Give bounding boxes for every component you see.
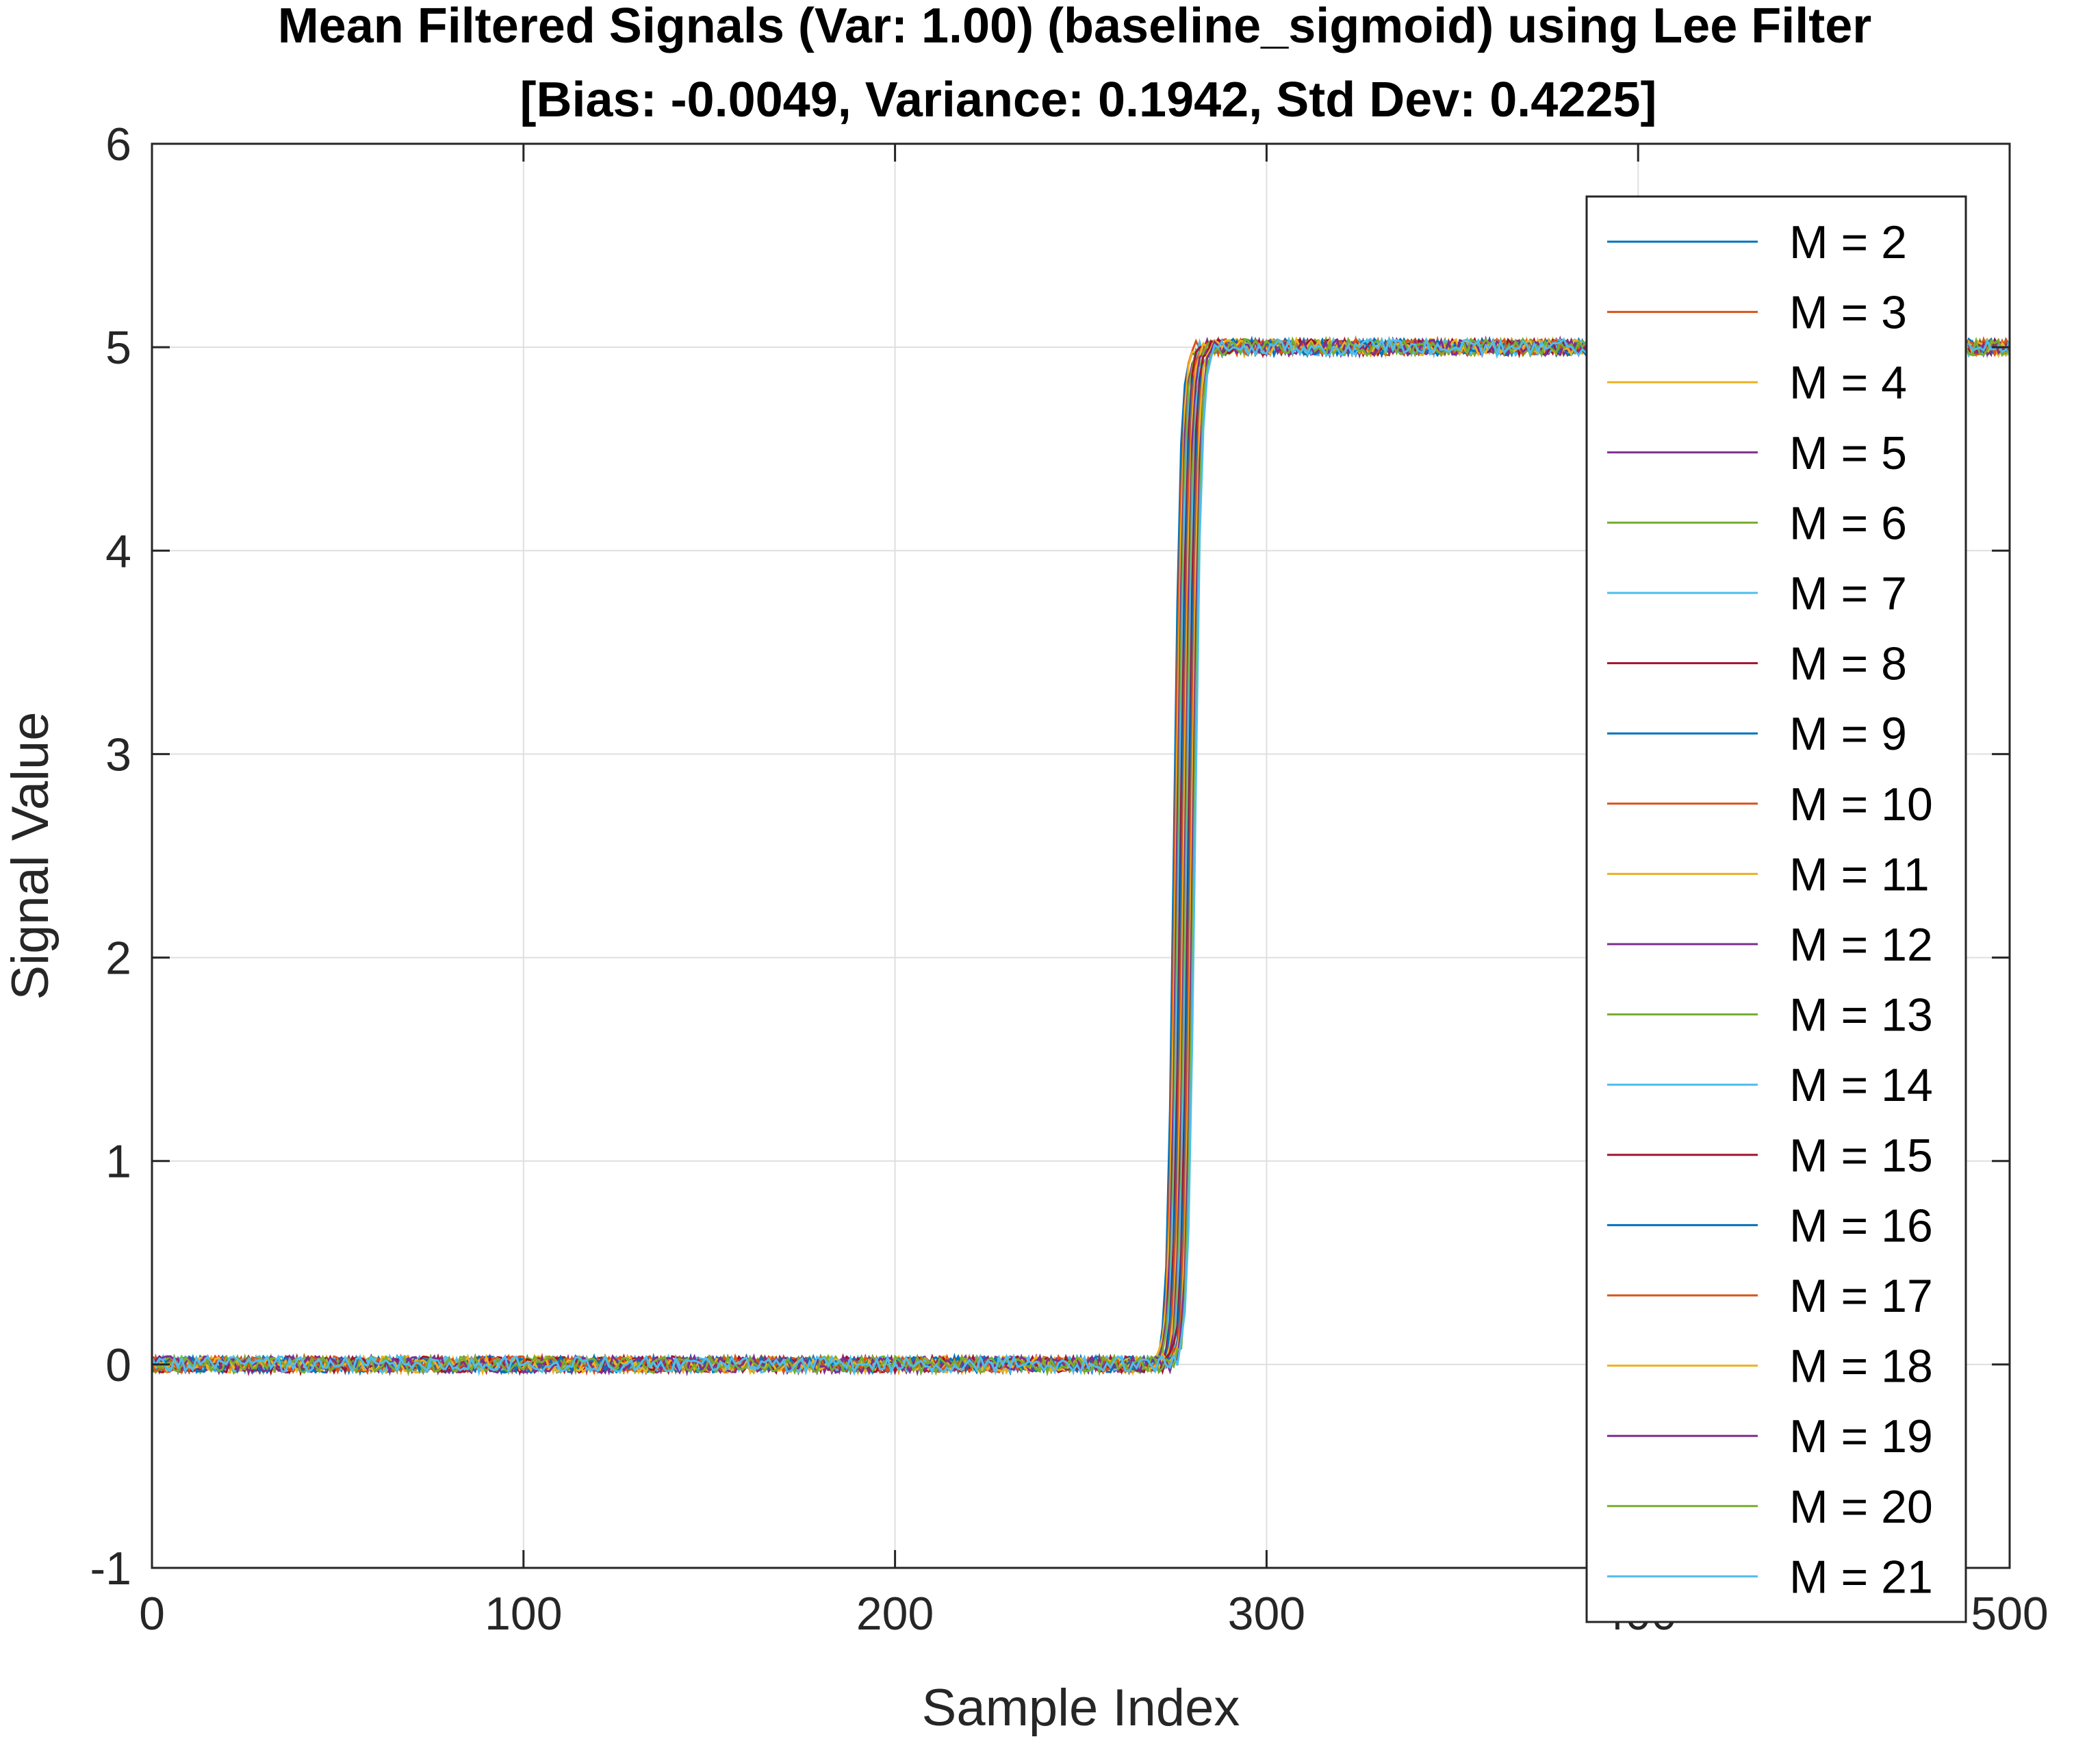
- y-tick-label: 1: [105, 1136, 131, 1188]
- x-axis-label: Sample Index: [922, 1679, 1240, 1737]
- y-tick-label: 4: [105, 525, 131, 577]
- legend-label: M = 2: [1789, 216, 1907, 268]
- legend-label: M = 4: [1789, 357, 1907, 409]
- legend-box: [1585, 195, 1967, 1623]
- x-tick-label: 500: [1971, 1588, 2048, 1640]
- y-tick-label: 0: [105, 1339, 131, 1391]
- legend-label: M = 9: [1789, 708, 1907, 760]
- legend-label: M = 21: [1789, 1551, 1933, 1603]
- legend-label: M = 5: [1789, 427, 1907, 479]
- legend: M = 2 M = 3 M = 4 M = 5 M = 6 M = 7 M = 8 M = 9…: [1585, 195, 1967, 1623]
- legend-label: M = 16: [1789, 1200, 1933, 1252]
- y-tick-label: 6: [105, 118, 131, 170]
- y-tick-label: 2: [105, 933, 131, 985]
- legend-label: M = 14: [1789, 1059, 1933, 1111]
- y-tick-label: 5: [105, 322, 131, 374]
- legend-label: M = 17: [1789, 1270, 1933, 1322]
- x-tick-label: 100: [485, 1588, 562, 1640]
- x-tick-label: 0: [139, 1588, 165, 1640]
- y-tick-label: -1: [90, 1543, 131, 1595]
- x-tick-label: 200: [856, 1588, 934, 1640]
- chart-title: Mean Filtered Signals (Var: 1.00) (basel…: [278, 0, 1872, 53]
- legend-label: M = 18: [1789, 1341, 1933, 1393]
- legend-label: M = 8: [1789, 638, 1907, 690]
- plot-area-frame: [151, 142, 2011, 1569]
- y-axis-label: Signal Value: [1, 711, 60, 1000]
- y-tick-label: 3: [105, 728, 131, 781]
- legend-label: M = 19: [1789, 1410, 1933, 1462]
- legend-label: M = 3: [1789, 287, 1907, 339]
- legend-label: M = 10: [1789, 778, 1933, 830]
- legend-label: M = 13: [1789, 989, 1933, 1041]
- chart-subtitle: [Bias: -0.0049, Variance: 0.1942, Std De…: [520, 73, 1657, 127]
- legend-label: M = 12: [1789, 919, 1933, 971]
- legend-label: M = 11: [1789, 848, 1930, 900]
- legend-label: M = 15: [1789, 1130, 1933, 1182]
- legend-label: M = 20: [1789, 1481, 1933, 1533]
- legend-label: M = 7: [1789, 568, 1907, 620]
- x-tick-label: 300: [1228, 1588, 1305, 1640]
- legend-label: M = 6: [1789, 497, 1907, 549]
